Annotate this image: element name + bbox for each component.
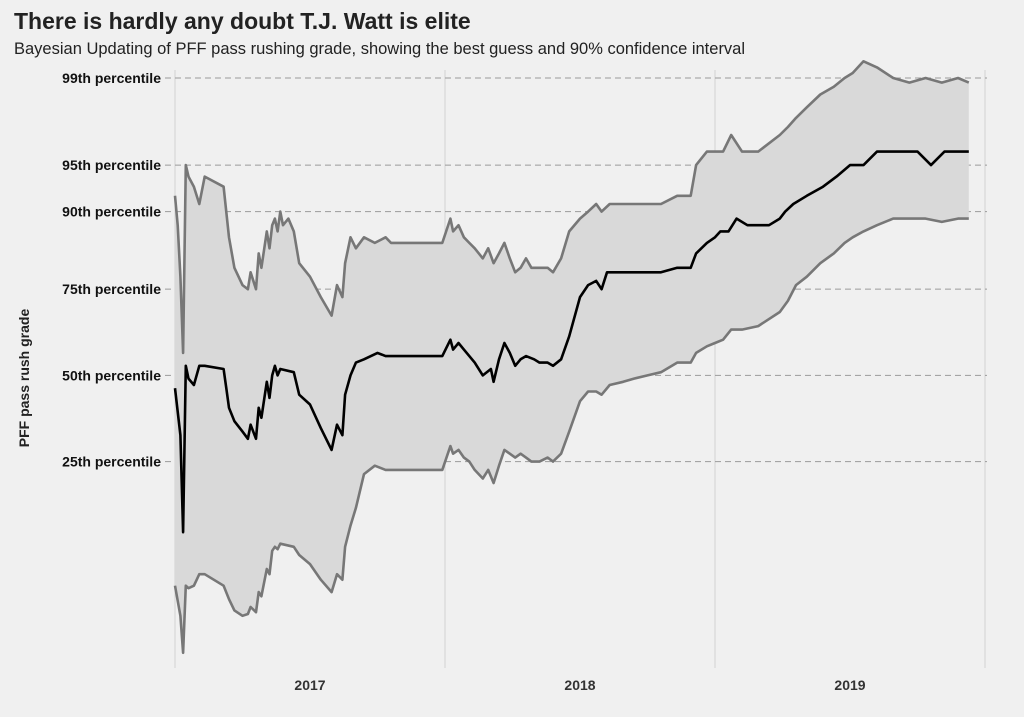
x-tick-label: 2017 [294,677,325,693]
chart-title: There is hardly any doubt T.J. Watt is e… [14,8,471,34]
chart-subtitle: Bayesian Updating of PFF pass rushing gr… [14,40,746,58]
y-tick-label: 50th percentile [62,367,161,383]
y-tick-label: 95th percentile [62,157,161,173]
y-tick-label: 90th percentile [62,204,161,220]
y-tick-label: 99th percentile [62,70,161,86]
upper-bound-line [173,60,970,355]
y-tick-label: 25th percentile [62,454,161,470]
y-tick-labels: 99th percentile 95th percentile 90th perce… [62,70,161,470]
y-tick-label: 75th percentile [62,281,161,297]
x-tick-labels: 2017 2018 2019 [294,677,865,693]
x-tick-label: 2019 [834,677,865,693]
confidence-band [175,61,969,653]
lower-bound-line [173,217,969,655]
x-tick-label: 2018 [564,677,595,693]
best-guess-line [173,150,969,534]
